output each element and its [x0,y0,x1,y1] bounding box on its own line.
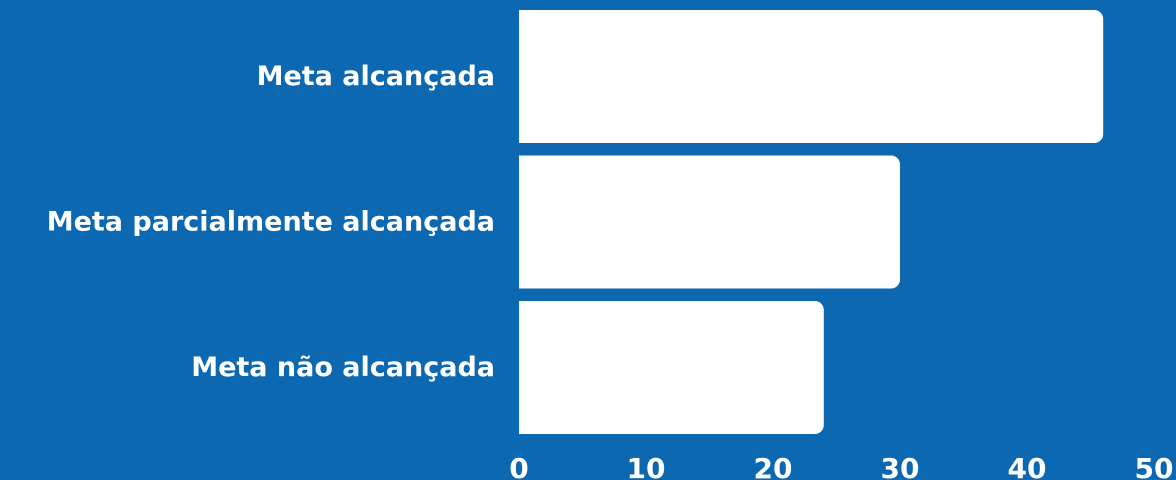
category-label-2: Meta parcialmente alcançada [47,207,495,238]
x-tick-label-10: 10 [627,452,666,480]
x-tick-label-30: 30 [881,452,920,480]
bar-2-left-edge [519,155,531,289]
bar-1 [519,10,1104,143]
category-labels-group: Meta alcançada Meta parcialmente alcançad… [47,61,495,383]
x-tick-label-50: 50 [1135,452,1174,480]
x-axis-ticks-group: 0 10 20 30 40 50 [509,452,1173,480]
x-tick-label-40: 40 [1008,452,1047,480]
bar-1-left-edge [519,10,531,143]
category-label-3: Meta não alcançada [191,352,495,383]
category-label-1: Meta alcançada [257,61,495,92]
bar-3 [519,301,824,434]
bars-group [519,10,1104,434]
bar-2 [519,155,900,289]
bar-3-left-edge [519,301,531,434]
x-tick-label-0: 0 [509,452,528,480]
x-tick-label-20: 20 [754,452,793,480]
